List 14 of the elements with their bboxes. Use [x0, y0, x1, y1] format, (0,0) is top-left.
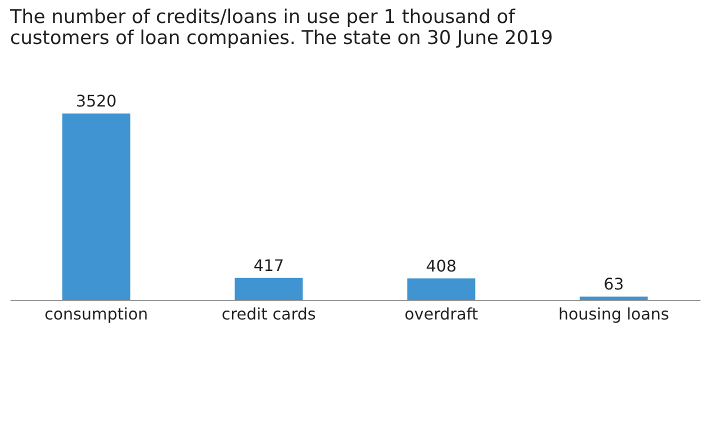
text: customers of loan companies. The state on 30 June 2019: [10, 27, 553, 49]
text: The number of credits/loans in use per 1 thousand of: [10, 6, 515, 28]
x-tick-label: overdraft: [404, 304, 478, 324]
bar: [407, 278, 476, 300]
data-label: 408: [426, 256, 457, 276]
data-label: 63: [604, 274, 624, 294]
bar: [580, 296, 648, 300]
bar: [234, 278, 303, 300]
x-tick-label: consumption: [44, 304, 148, 324]
data-label: 417: [253, 256, 284, 275]
x-tick-label: credit cards: [222, 304, 316, 324]
data-label: 3520: [76, 91, 117, 110]
x-tick-label: housing loans: [558, 304, 670, 324]
bar: [62, 113, 130, 300]
